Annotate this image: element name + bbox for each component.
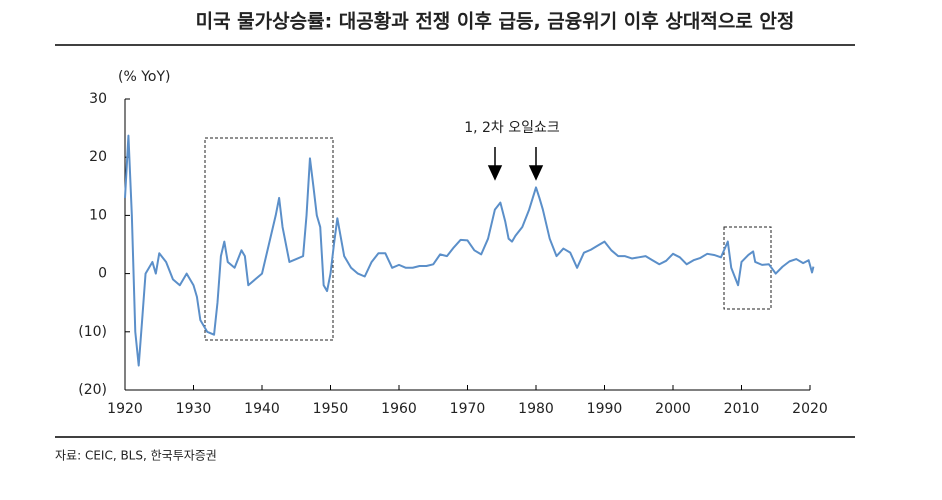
data-line xyxy=(124,134,815,367)
y-tick-label: 30 xyxy=(89,91,107,107)
x-tick-label: 1990 xyxy=(587,401,623,417)
x-tick-label: 1970 xyxy=(450,401,486,417)
y-axis-label: (% YoY) xyxy=(118,69,171,85)
y-tick-label: 10 xyxy=(89,207,107,223)
annotation: 1, 2차 오일쇼크 xyxy=(464,120,560,136)
x-tick-label: 1980 xyxy=(518,401,554,417)
x-tick-label: 1950 xyxy=(313,401,349,417)
x-tick-label: 1920 xyxy=(107,401,143,417)
x-tick-label: 2000 xyxy=(655,401,691,417)
plot: (20) (10) 0 10 20 30 1920 1930 1940 1950 1960 1970 1… xyxy=(78,91,828,417)
x-tick-label: 1960 xyxy=(381,401,417,417)
y-tick-label: (10) xyxy=(78,324,107,340)
highlight-box xyxy=(204,137,334,341)
chart-title: 미국 물가상승률: 대공황과 전쟁 이후 급등, 금융위기 이후 상대적으로 안… xyxy=(196,10,795,33)
x-tick-label: 1940 xyxy=(244,401,280,417)
arrows xyxy=(487,147,544,181)
x-tick-label: 2020 xyxy=(792,401,828,417)
source: 자료: CEIC, BLS, 한국투자증권 xyxy=(55,449,217,463)
y-tick-label: (20) xyxy=(78,382,107,398)
x-tick-label: 2010 xyxy=(724,401,760,417)
x-tick-label: 1930 xyxy=(176,401,212,417)
y-tick-label: 0 xyxy=(98,266,107,282)
y-tick-label: 20 xyxy=(89,149,107,165)
